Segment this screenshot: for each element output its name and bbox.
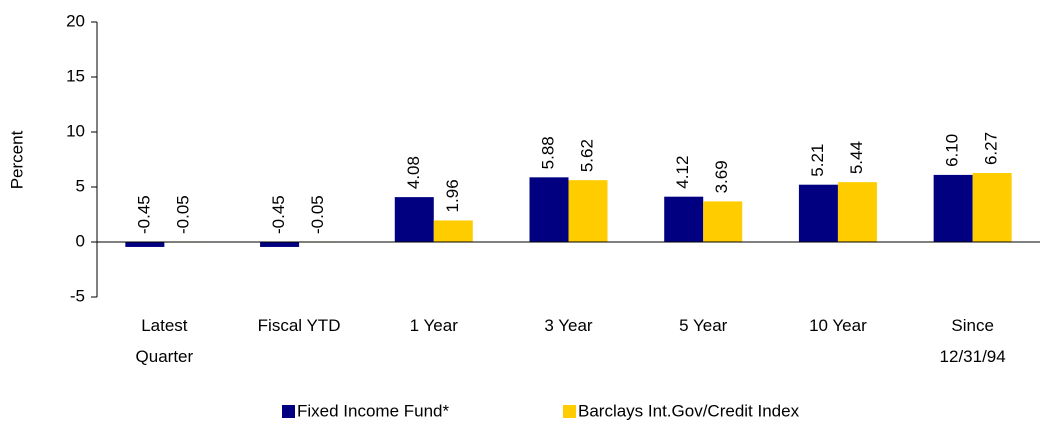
- x-tick-label: Latest Quarter: [136, 316, 194, 366]
- value-label: 5.21: [808, 144, 827, 177]
- value-label: 5.88: [538, 136, 557, 169]
- value-label: -0.05: [173, 195, 192, 234]
- y-tick-label: 10: [66, 121, 85, 140]
- x-tick-label: 5 Year: [679, 316, 728, 335]
- x-tick-label: 3 Year: [544, 316, 593, 335]
- x-tick-line: 12/31/94: [940, 347, 1006, 366]
- value-label: -0.45: [269, 195, 288, 234]
- x-tick-line: 5 Year: [679, 316, 728, 335]
- value-label: 5.44: [847, 141, 866, 174]
- x-tick-line: 3 Year: [544, 316, 593, 335]
- x-tick-line: Quarter: [136, 347, 194, 366]
- value-label: 6.27: [982, 132, 1001, 165]
- value-label: 4.08: [404, 156, 423, 189]
- bar: [529, 177, 569, 242]
- x-tick-line: 10 Year: [809, 316, 867, 335]
- legend-swatch: [563, 405, 576, 418]
- bar: [664, 196, 704, 242]
- x-tick-line: Since: [951, 316, 994, 335]
- bar: [837, 182, 877, 242]
- x-tick-line: Latest: [141, 316, 188, 335]
- x-tick-label: Fiscal YTD: [258, 316, 341, 335]
- y-tick-label: -5: [70, 286, 85, 305]
- value-label: 4.12: [673, 156, 692, 189]
- x-tick-label: Since 12/31/94: [940, 316, 1006, 366]
- bar: [394, 197, 434, 242]
- bar: [933, 174, 973, 242]
- bar: [703, 201, 743, 242]
- y-tick-label: 15: [66, 66, 85, 85]
- value-label: -0.05: [308, 195, 327, 234]
- bar: [433, 220, 473, 242]
- legend-label: Barclays Int.Gov/Credit Index: [578, 401, 800, 420]
- x-tick-line: 1 Year: [410, 316, 459, 335]
- value-label: 6.10: [943, 134, 962, 167]
- value-label: 3.69: [712, 160, 731, 193]
- bar: [568, 180, 608, 242]
- legend-label: Fixed Income Fund*: [297, 401, 450, 420]
- y-tick-label: 5: [76, 176, 85, 195]
- value-label: 1.96: [443, 179, 462, 212]
- x-tick-label: 10 Year: [809, 316, 867, 335]
- value-label: -0.45: [134, 195, 153, 234]
- x-tick-line: Fiscal YTD: [258, 316, 341, 335]
- y-axis-label: Percent: [7, 130, 26, 189]
- legend-swatch: [282, 405, 295, 418]
- y-tick-label: 0: [76, 231, 85, 250]
- bar: [798, 184, 838, 242]
- value-label: 5.62: [577, 139, 596, 172]
- y-tick-label: 20: [66, 11, 85, 30]
- x-tick-label: 1 Year: [410, 316, 459, 335]
- bar: [260, 242, 300, 247]
- bar: [125, 242, 165, 247]
- bar: [972, 173, 1012, 242]
